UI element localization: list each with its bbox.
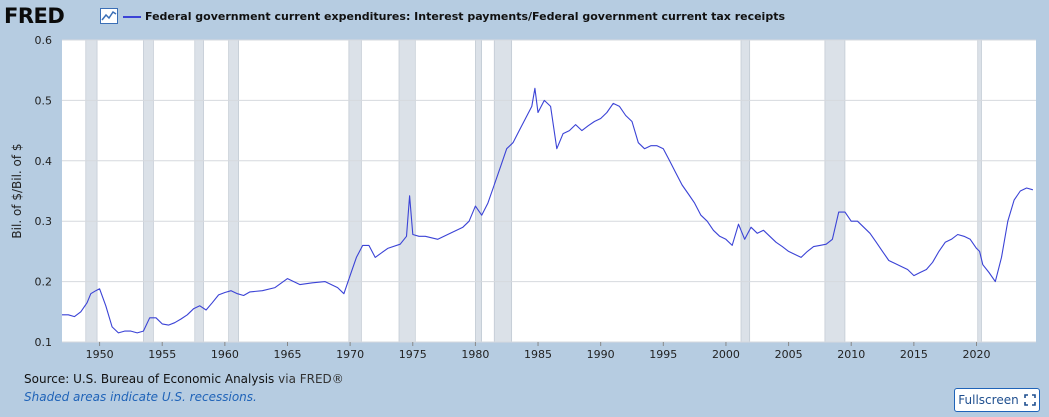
x-tick-label: 2015 <box>900 348 928 361</box>
source-via[interactable]: via FRED® <box>274 372 344 386</box>
x-tick-label: 1955 <box>148 348 176 361</box>
fred-logo[interactable]: FRED <box>4 4 65 28</box>
x-tick-label: 1995 <box>649 348 677 361</box>
recession-note: Shaded areas indicate U.S. recessions. <box>24 390 257 404</box>
expand-icon <box>1023 394 1036 406</box>
recession-band <box>740 39 751 343</box>
x-tick-label: 2005 <box>775 348 803 361</box>
series-line <box>62 87 1034 334</box>
x-tick-label: 1990 <box>587 348 615 361</box>
recession-band <box>194 39 204 343</box>
y-tick-label: 0.6 <box>35 34 53 47</box>
fullscreen-label: Fullscreen <box>958 393 1019 407</box>
x-tick-label: 1980 <box>461 348 489 361</box>
x-tick-label: 1960 <box>211 348 239 361</box>
recession-band <box>493 39 513 343</box>
x-tick-label: 2010 <box>837 348 865 361</box>
y-tick-label: 0.1 <box>35 336 53 349</box>
x-tick-label: 1965 <box>273 348 301 361</box>
recession-band <box>85 39 98 343</box>
source-note: Source: U.S. Bureau of Economic Analysis… <box>24 372 344 386</box>
y-tick-label: 0.3 <box>35 215 53 228</box>
recession-band <box>348 39 362 343</box>
fullscreen-button[interactable]: Fullscreen <box>954 388 1040 412</box>
recession-band <box>824 39 846 343</box>
y-tick-label: 0.2 <box>35 276 53 289</box>
y-axis-label: Bil. of $/Bil. of $ <box>10 143 24 238</box>
legend-label: Federal government current expenditures:… <box>145 10 786 23</box>
legend-swatch <box>123 16 141 18</box>
recession-band <box>475 39 482 343</box>
x-tick-label: 1985 <box>524 348 552 361</box>
line-chart-icon <box>100 8 118 24</box>
x-tick-label: 2020 <box>962 348 990 361</box>
y-tick-label: 0.5 <box>35 94 53 107</box>
x-tick-label: 2000 <box>712 348 740 361</box>
chart-header: FRED Federal government current expendit… <box>0 0 1049 34</box>
recession-band <box>228 39 239 343</box>
recession-band <box>143 39 154 343</box>
x-tick-label: 1970 <box>336 348 364 361</box>
y-tick-label: 0.4 <box>35 155 53 168</box>
plot-area <box>62 40 1036 342</box>
x-tick-label: 1975 <box>399 348 427 361</box>
recession-band <box>977 39 982 343</box>
recession-band <box>398 39 416 343</box>
x-tick-label: 1950 <box>86 348 114 361</box>
source-text: Source: U.S. Bureau of Economic Analysis <box>24 372 275 386</box>
